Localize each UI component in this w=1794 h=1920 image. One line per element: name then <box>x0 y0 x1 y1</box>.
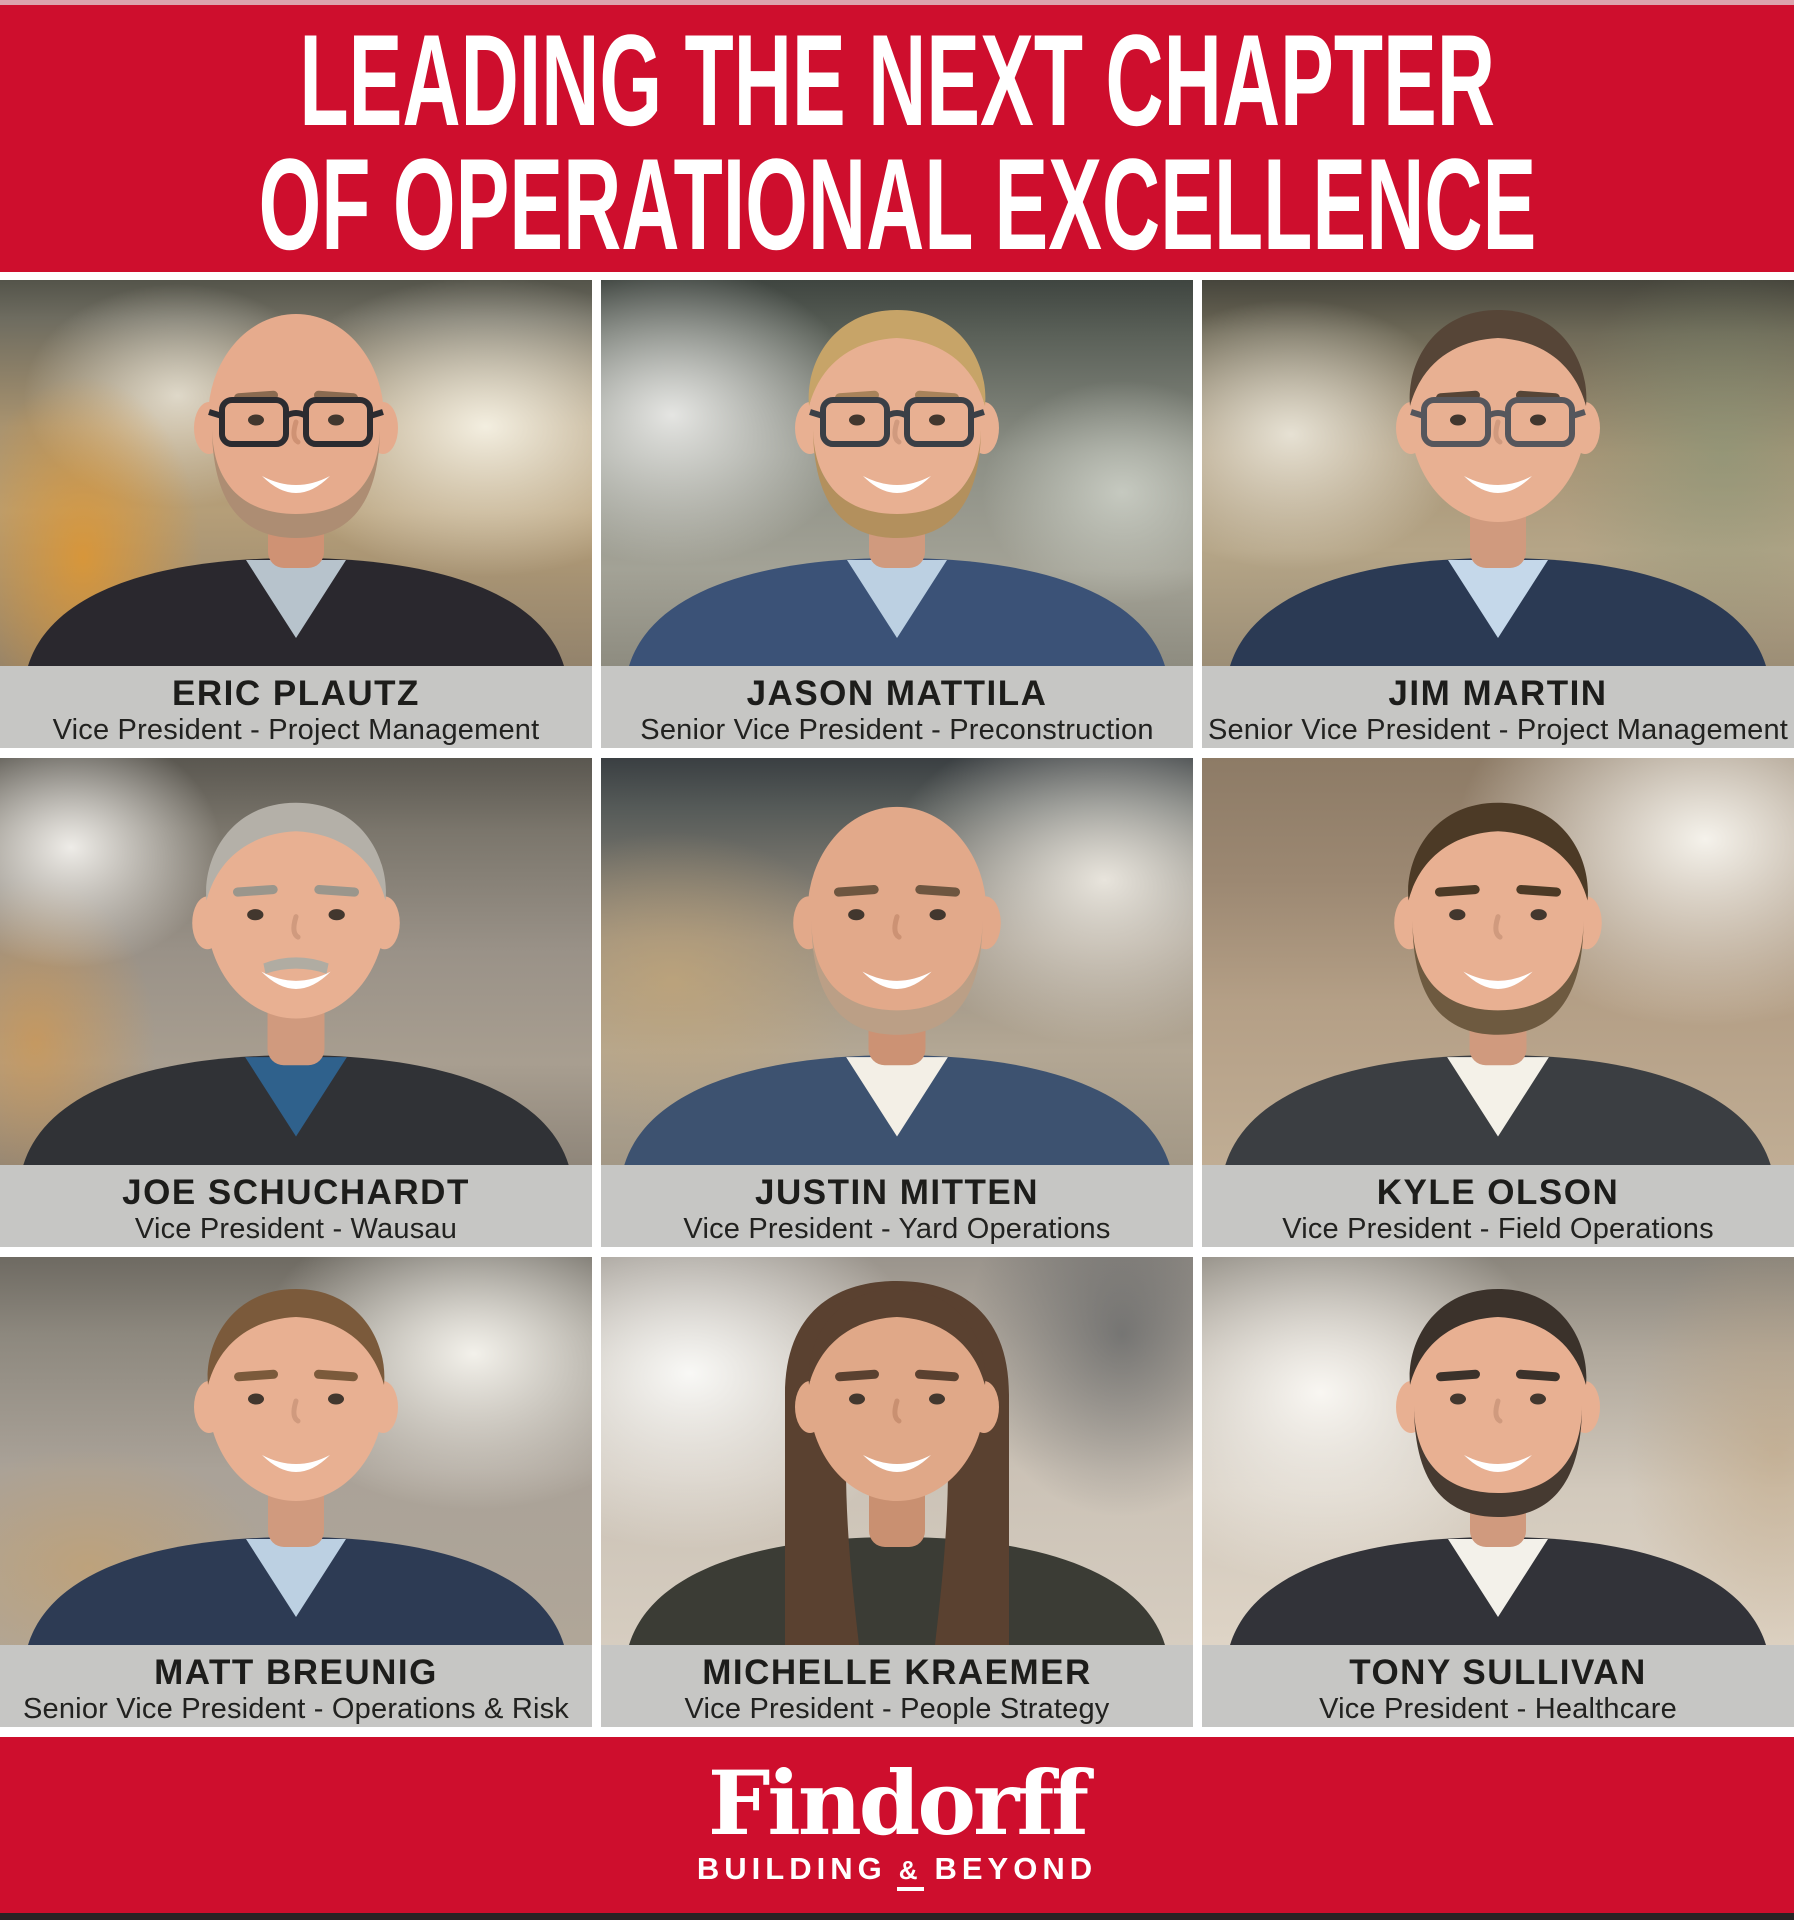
person-title: Vice President - Healthcare <box>1319 1693 1677 1725</box>
person-title: Vice President - Field Operations <box>1282 1213 1714 1245</box>
person-name: JUSTIN MITTEN <box>755 1173 1039 1212</box>
footer-banner: Findorff BUILDING & BEYOND <box>0 1737 1794 1920</box>
portrait-photo <box>1202 1257 1794 1645</box>
person-name: JIM MARTIN <box>1388 674 1608 713</box>
tagline-building: BUILDING <box>696 1851 887 1886</box>
person-card-michelle-kraemer: MICHELLE KRAEMER Vice President - People… <box>601 1257 1193 1727</box>
person-avatar <box>0 280 592 666</box>
person-card-kyle-olson: KYLE OLSON Vice President - Field Operat… <box>1202 758 1794 1247</box>
page-title-line-2: OF OPERATIONAL EXCELLENCE <box>258 130 1536 277</box>
person-name: JASON MATTILA <box>746 674 1048 713</box>
person-card-eric-plautz: ERIC PLAUTZ Vice President - Project Man… <box>0 280 592 748</box>
person-caption: JASON MATTILA Senior Vice President - Pr… <box>601 666 1193 748</box>
person-name: MATT BREUNIG <box>154 1653 438 1692</box>
portrait-photo <box>601 758 1193 1165</box>
tagline-ampersand: & <box>896 1855 925 1891</box>
person-title: Vice President - Project Management <box>52 714 540 746</box>
person-title: Senior Vice President - Project Manageme… <box>1207 714 1789 746</box>
person-name: ERIC PLAUTZ <box>172 674 420 713</box>
portrait-photo <box>601 280 1193 666</box>
person-name: KYLE OLSON <box>1376 1173 1620 1212</box>
tagline-beyond: BEYOND <box>934 1851 1098 1886</box>
person-title: Senior Vice President - Preconstruction <box>640 714 1154 746</box>
person-title: Vice President - Yard Operations <box>683 1213 1111 1245</box>
person-caption: JUSTIN MITTEN Vice President - Yard Oper… <box>601 1165 1193 1247</box>
findorff-logo: Findorff BUILDING & BEYOND <box>697 1759 1097 1891</box>
person-card-joe-schuchardt: JOE SCHUCHARDT Vice President - Wausau <box>0 758 592 1247</box>
person-caption: KYLE OLSON Vice President - Field Operat… <box>1202 1165 1794 1247</box>
portrait-photo <box>1202 758 1794 1165</box>
findorff-tagline: BUILDING & BEYOND <box>697 1851 1097 1891</box>
person-avatar <box>1202 280 1794 666</box>
person-card-justin-mitten: JUSTIN MITTEN Vice President - Yard Oper… <box>601 758 1193 1247</box>
person-caption: MICHELLE KRAEMER Vice President - People… <box>601 1645 1193 1727</box>
portrait-photo <box>0 280 592 666</box>
person-card-tony-sullivan: TONY SULLIVAN Vice President - Healthcar… <box>1202 1257 1794 1727</box>
person-avatar <box>0 1257 592 1645</box>
person-caption: TONY SULLIVAN Vice President - Healthcar… <box>1202 1645 1794 1727</box>
header-banner: LEADING THE NEXT CHAPTER OF OPERATIONAL … <box>0 0 1794 272</box>
person-title: Senior Vice President - Operations & Ris… <box>22 1693 570 1725</box>
person-name: TONY SULLIVAN <box>1349 1653 1647 1692</box>
person-name: MICHELLE KRAEMER <box>702 1653 1092 1692</box>
findorff-wordmark: Findorff <box>707 1751 1089 1855</box>
person-card-matt-breunig: MATT BREUNIG Senior Vice President - Ope… <box>0 1257 592 1727</box>
person-avatar <box>1202 758 1794 1165</box>
person-name: JOE SCHUCHARDT <box>122 1173 470 1212</box>
person-avatar <box>601 1257 1193 1645</box>
portrait-photo <box>1202 280 1794 666</box>
person-card-jim-martin: JIM MARTIN Senior Vice President - Proje… <box>1202 280 1794 748</box>
person-card-jason-mattila: JASON MATTILA Senior Vice President - Pr… <box>601 280 1193 748</box>
portrait-photo <box>0 1257 592 1645</box>
person-caption: ERIC PLAUTZ Vice President - Project Man… <box>0 666 592 748</box>
portrait-photo <box>601 1257 1193 1645</box>
person-title: Vice President - Wausau <box>134 1213 458 1245</box>
person-caption: JOE SCHUCHARDT Vice President - Wausau <box>0 1165 592 1247</box>
person-avatar <box>601 280 1193 666</box>
person-caption: JIM MARTIN Senior Vice President - Proje… <box>1202 666 1794 748</box>
person-caption: MATT BREUNIG Senior Vice President - Ope… <box>0 1645 592 1727</box>
portrait-photo <box>0 758 592 1165</box>
person-avatar <box>601 758 1193 1165</box>
page-title-line-1: LEADING THE NEXT CHAPTER <box>299 6 1495 153</box>
leadership-grid: ERIC PLAUTZ Vice President - Project Man… <box>0 280 1794 1727</box>
person-title: Vice President - People Strategy <box>684 1693 1110 1725</box>
person-avatar <box>1202 1257 1794 1645</box>
person-avatar <box>0 758 592 1165</box>
